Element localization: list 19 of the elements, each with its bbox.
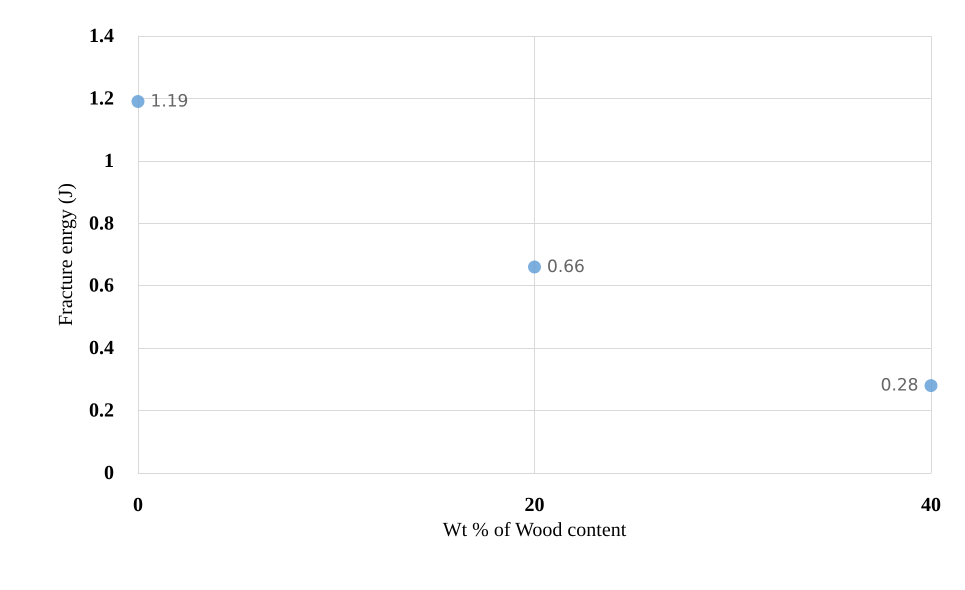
point <box>924 379 938 392</box>
y-tick-label: 0.2 <box>89 400 114 422</box>
data-label: 1.19 <box>150 92 188 112</box>
point <box>132 95 144 108</box>
y-tick-label: 0.8 <box>89 212 114 234</box>
x-tick-label: 20 <box>524 494 544 516</box>
x-tick-label: 40 <box>921 494 941 516</box>
y-tick-label: 1 <box>104 150 114 172</box>
y-tick-label: 1.4 <box>89 25 114 47</box>
x-tick-label: 0 <box>133 494 143 516</box>
y-tick-label: 0.6 <box>89 274 114 297</box>
y-tick-label: 1.2 <box>89 87 114 110</box>
data-label: 0.66 <box>547 256 585 277</box>
y-tick-label: 0 <box>104 462 114 484</box>
data-label: 0.28 <box>880 376 918 396</box>
y-tick-label: 0.4 <box>89 337 114 360</box>
y-axis-title: Fracture enrgy (J) <box>55 183 77 326</box>
x-axis-title: Wt % of Wood content <box>442 518 627 541</box>
point <box>528 260 541 274</box>
